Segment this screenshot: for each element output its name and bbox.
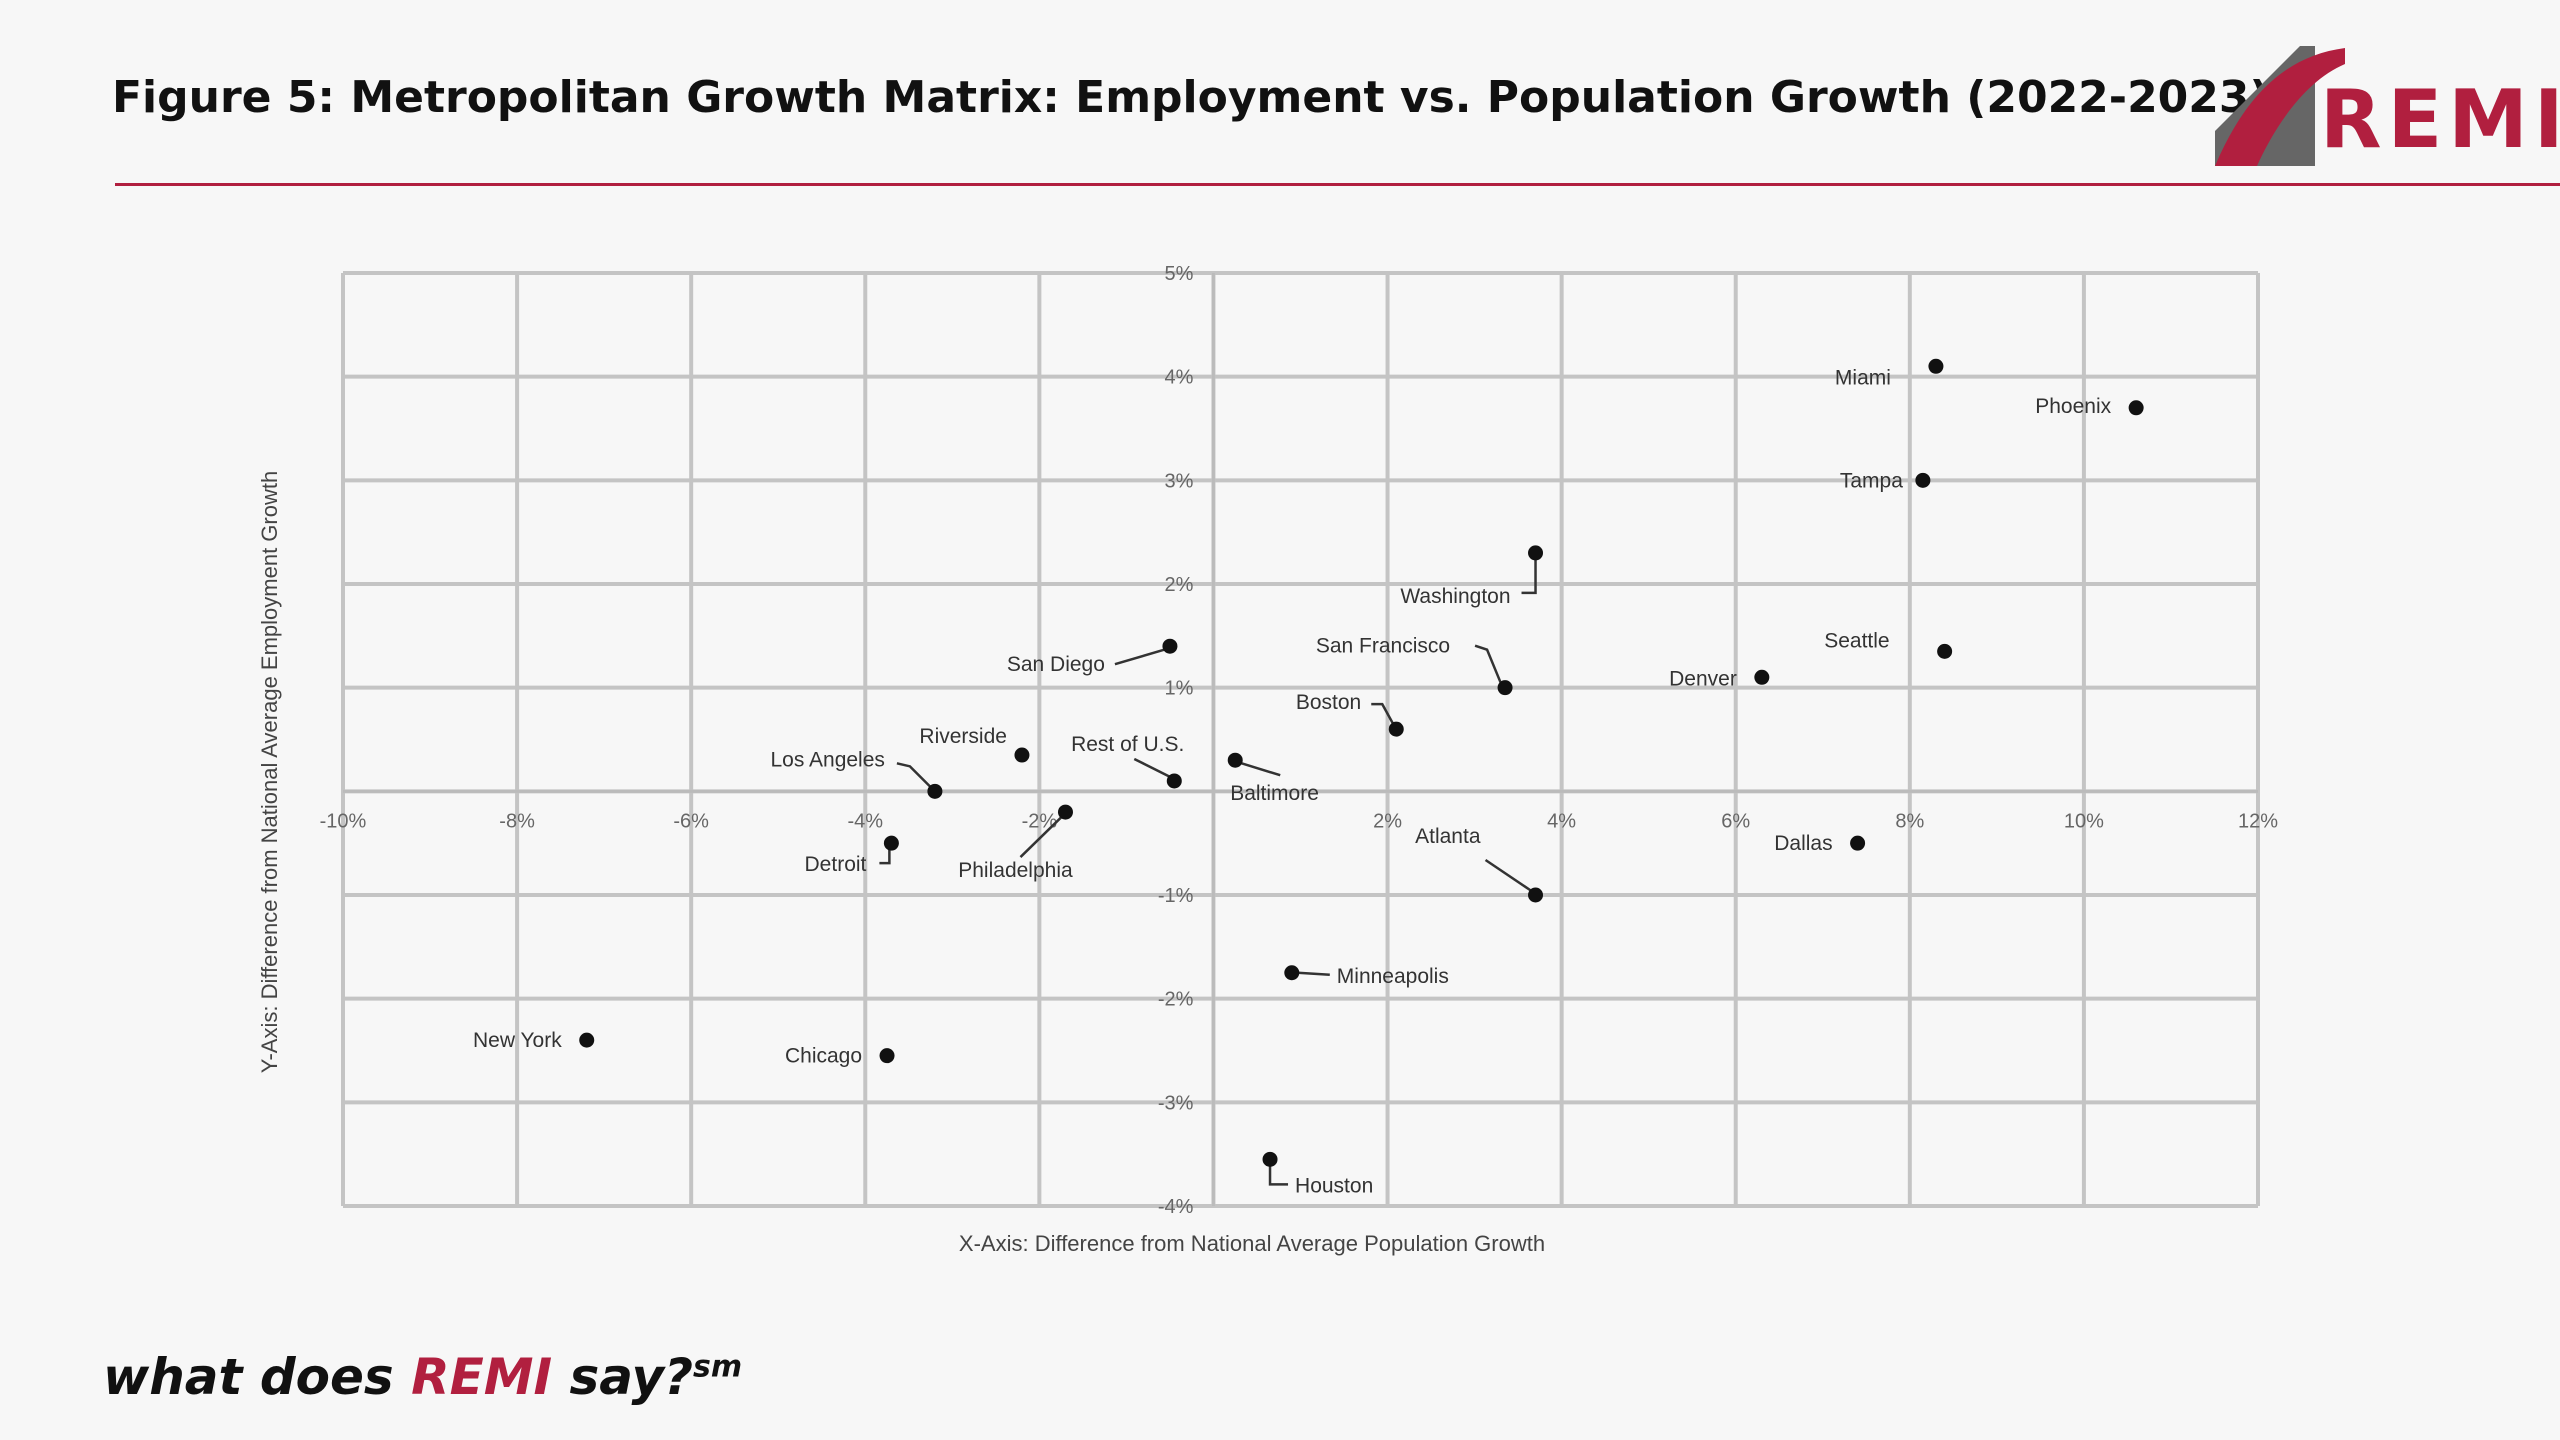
x-tick-label: -4% (847, 810, 883, 832)
x-tick-label: 6% (1721, 810, 1750, 832)
footer-superscript: sm (693, 1349, 743, 1385)
point-leader-line (1521, 548, 1537, 595)
data-point (1528, 545, 1544, 561)
x-tick-label: 12% (2238, 810, 2278, 832)
chart-tick-labels: -10% -8% -6% -4% -2% 2% 4% 6% 8% 10% 12% 5% 4% 3% 2% 1%… (320, 263, 2279, 1218)
point-label: San Francisco (1316, 635, 1450, 658)
point-leader-line (1019, 815, 1064, 858)
data-point (1262, 1151, 1278, 1167)
y-tick-label: -2% (1158, 989, 1194, 1011)
data-point (1937, 643, 1953, 659)
point-label: Chicago (785, 1045, 862, 1068)
y-tick-label: 4% (1165, 367, 1194, 389)
point-leader-line (1484, 858, 1533, 893)
point-leader-line (879, 848, 891, 865)
data-point (1162, 638, 1178, 654)
logo-wordmark: REMI (2320, 73, 2560, 166)
point-label: Denver (1669, 667, 1737, 690)
point-label: Washington (1400, 585, 1510, 608)
point-label: New York (473, 1029, 562, 1052)
point-leader-line (1371, 702, 1395, 725)
x-tick-label: -8% (499, 810, 535, 832)
point-leader-line (1474, 644, 1503, 685)
y-tick-label: 5% (1165, 263, 1194, 285)
x-tick-label: -6% (673, 810, 709, 832)
data-point (1284, 965, 1300, 981)
x-tick-label: 8% (1895, 810, 1924, 832)
data-point (1388, 721, 1404, 737)
point-label: Atlanta (1415, 825, 1481, 848)
data-point (1166, 773, 1182, 789)
point-label: Los Angeles (770, 748, 884, 771)
y-tick-label: -3% (1158, 1092, 1194, 1114)
point-label: Miami (1835, 366, 1891, 389)
footer-tagline: what does REMI say?sm (103, 1348, 742, 1406)
point-label: Baltimore (1230, 782, 1319, 805)
point-leader-line (1268, 1164, 1289, 1186)
point-leader-line (1114, 648, 1167, 666)
x-tick-label: -2% (1022, 810, 1058, 832)
data-point (1754, 669, 1770, 685)
data-point (1928, 358, 1944, 374)
data-point (1014, 747, 1030, 763)
point-leader-line (896, 762, 932, 789)
point-label: Riverside (919, 725, 1007, 748)
point-label: Rest of U.S. (1071, 733, 1184, 756)
x-axis-label: X-Axis: Difference from National Average… (959, 1231, 1545, 1256)
title-divider (115, 183, 2560, 186)
y-tick-label: 3% (1165, 470, 1194, 492)
point-leader-line (1133, 757, 1171, 779)
x-tick-label: 10% (2064, 810, 2104, 832)
y-tick-label: 2% (1165, 574, 1194, 596)
point-leader-line (1240, 762, 1281, 777)
data-point (1227, 752, 1243, 768)
data-point (1915, 472, 1931, 488)
footer-suffix: say? (552, 1348, 694, 1406)
footer-prefix: what does (103, 1348, 412, 1406)
point-label: Minneapolis (1337, 965, 1449, 988)
data-point (927, 783, 943, 799)
data-point (883, 835, 899, 851)
data-point (1850, 835, 1866, 851)
data-point (1497, 680, 1513, 696)
x-tick-label: 2% (1373, 810, 1402, 832)
point-label: Dallas (1774, 832, 1832, 855)
footer-brand: REMI (411, 1348, 553, 1406)
x-tick-label: 4% (1547, 810, 1576, 832)
point-label: Tampa (1840, 469, 1903, 492)
remi-logo-icon (2215, 46, 2345, 166)
point-label: Phoenix (2035, 395, 2111, 418)
point-label: San Diego (1007, 653, 1105, 676)
x-tick-label: -10% (320, 810, 367, 832)
data-point (579, 1032, 595, 1048)
point-label: Boston (1296, 691, 1361, 714)
y-axis-label: Y-Axis: Difference from National Average… (257, 471, 282, 1073)
data-point (879, 1048, 895, 1064)
point-label: Seattle (1824, 629, 1889, 652)
data-point (1528, 887, 1544, 903)
chart-grid (341, 271, 2260, 1208)
y-tick-label: -4% (1158, 1196, 1194, 1218)
point-leader-line (1297, 971, 1330, 976)
y-tick-label: -1% (1158, 885, 1194, 907)
point-label: Philadelphia (958, 859, 1073, 882)
slide-title: Figure 5: Metropolitan Growth Matrix: Em… (112, 72, 2270, 123)
point-label: Houston (1295, 1174, 1373, 1197)
chart-points: Miami Phoenix Tampa Washington San Diego San … (473, 358, 2144, 1197)
data-point (2128, 400, 2144, 416)
y-tick-label: 1% (1165, 678, 1194, 700)
data-point (1057, 804, 1073, 820)
point-label: Detroit (805, 853, 867, 876)
